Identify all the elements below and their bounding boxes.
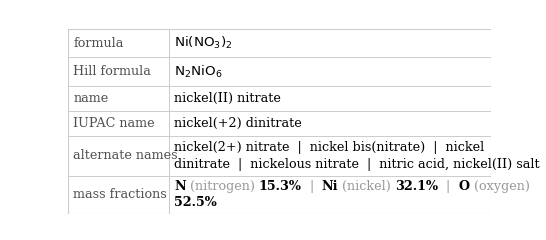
Text: nickel(+2) dinitrate: nickel(+2) dinitrate bbox=[174, 117, 302, 130]
Text: (nitrogen): (nitrogen) bbox=[186, 180, 259, 193]
Text: |: | bbox=[301, 180, 322, 193]
Text: alternate names: alternate names bbox=[73, 149, 178, 162]
Text: IUPAC name: IUPAC name bbox=[73, 117, 155, 130]
Text: |: | bbox=[438, 180, 459, 193]
Text: Ni: Ni bbox=[322, 180, 339, 193]
Text: mass fractions: mass fractions bbox=[73, 188, 167, 201]
Text: 32.1%: 32.1% bbox=[395, 180, 438, 193]
Text: $\mathrm{Ni(NO_3)_2}$: $\mathrm{Ni(NO_3)_2}$ bbox=[174, 35, 233, 51]
Text: Hill formula: Hill formula bbox=[73, 65, 151, 78]
Text: name: name bbox=[73, 92, 109, 105]
Text: (nickel): (nickel) bbox=[339, 180, 395, 193]
Text: N: N bbox=[174, 180, 186, 193]
Text: nickel(II) nitrate: nickel(II) nitrate bbox=[174, 92, 281, 105]
Text: (oxygen): (oxygen) bbox=[470, 180, 530, 193]
Text: O: O bbox=[459, 180, 470, 193]
Text: nickel(2+) nitrate  |  nickel bis(nitrate)  |  nickel: nickel(2+) nitrate | nickel bis(nitrate)… bbox=[174, 141, 484, 154]
Text: 52.5%: 52.5% bbox=[174, 197, 217, 210]
Text: dinitrate  |  nickelous nitrate  |  nitric acid, nickel(II) salt: dinitrate | nickelous nitrate | nitric a… bbox=[174, 158, 539, 171]
Text: $\mathrm{N_2NiO_6}$: $\mathrm{N_2NiO_6}$ bbox=[174, 64, 223, 80]
Text: 15.3%: 15.3% bbox=[259, 180, 301, 193]
Text: formula: formula bbox=[73, 37, 124, 50]
